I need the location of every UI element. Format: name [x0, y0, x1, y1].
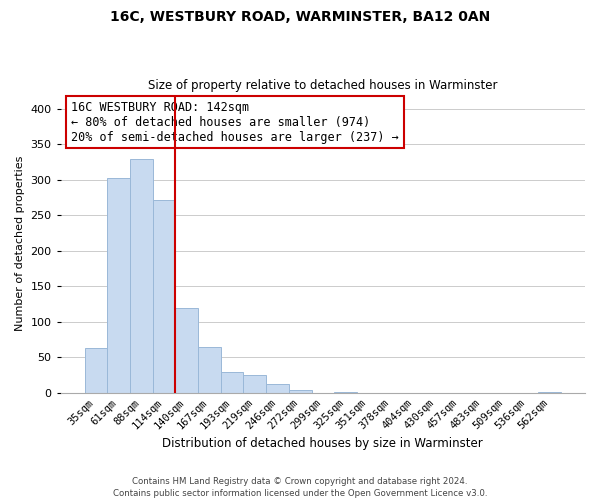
- Title: Size of property relative to detached houses in Warminster: Size of property relative to detached ho…: [148, 79, 497, 92]
- Bar: [175, 308, 198, 393]
- Bar: [221, 372, 244, 393]
- Bar: [538, 392, 561, 393]
- Text: Contains HM Land Registry data © Crown copyright and database right 2024.
Contai: Contains HM Land Registry data © Crown c…: [113, 476, 487, 498]
- Bar: [266, 384, 289, 393]
- Bar: [289, 390, 311, 393]
- Bar: [244, 375, 266, 393]
- Bar: [334, 392, 357, 393]
- X-axis label: Distribution of detached houses by size in Warminster: Distribution of detached houses by size …: [163, 437, 483, 450]
- Bar: [152, 200, 175, 393]
- Bar: [198, 347, 221, 393]
- Bar: [85, 348, 107, 393]
- Bar: [130, 158, 152, 393]
- Bar: [107, 178, 130, 393]
- Y-axis label: Number of detached properties: Number of detached properties: [15, 156, 25, 332]
- Text: 16C WESTBURY ROAD: 142sqm
← 80% of detached houses are smaller (974)
20% of semi: 16C WESTBURY ROAD: 142sqm ← 80% of detac…: [71, 100, 399, 144]
- Text: 16C, WESTBURY ROAD, WARMINSTER, BA12 0AN: 16C, WESTBURY ROAD, WARMINSTER, BA12 0AN: [110, 10, 490, 24]
